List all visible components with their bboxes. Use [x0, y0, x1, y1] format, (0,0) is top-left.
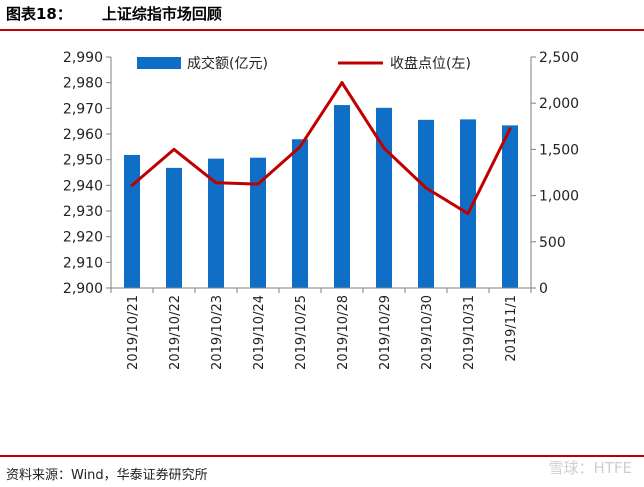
left-tick-label: 2,950 — [63, 153, 103, 169]
legend-label-bar: 成交额(亿元) — [187, 55, 268, 72]
x-tick-label: 2019/10/25 — [294, 295, 309, 370]
bar-3 — [208, 158, 224, 288]
left-tick-label: 2,900 — [63, 281, 103, 297]
bar-series — [124, 105, 518, 289]
bar-2 — [166, 167, 182, 288]
x-tick-label: 2019/10/21 — [126, 295, 141, 370]
close-point-5 — [298, 145, 302, 149]
legend: 成交额(亿元) 收盘点位(左) — [137, 55, 471, 72]
close-point-10 — [508, 127, 512, 131]
close-point-6 — [340, 81, 344, 85]
close-point-8 — [424, 186, 428, 190]
chart: 2,900 2,910 2,920 2,930 2,940 2,950 2,960 2,970… — [63, 50, 579, 370]
close-point-3 — [214, 181, 218, 185]
x-tick-label: 2019/10/29 — [378, 295, 393, 370]
left-tick-label: 2,980 — [63, 76, 103, 92]
source-note: 资料来源：Wind，华泰证券研究所 — [6, 468, 208, 483]
close-line — [130, 81, 512, 216]
bar-10 — [502, 125, 518, 288]
bar-4 — [250, 157, 266, 288]
left-tick-label: 2,990 — [63, 50, 103, 66]
bar-1 — [124, 154, 140, 288]
line-series — [130, 81, 512, 216]
right-tick-label: 2,000 — [539, 96, 579, 112]
left-tick-label: 2,970 — [63, 101, 103, 117]
left-tick-label: 2,930 — [63, 204, 103, 220]
figure-title-text: 上证综指市场回顾 — [101, 5, 222, 23]
axes: 2,900 2,910 2,920 2,930 2,940 2,950 2,960 2,970… — [63, 50, 579, 370]
close-point-2 — [172, 147, 176, 151]
figure-title: 图表18： 上证综指市场回顾 — [6, 1, 222, 27]
figure-label: 图表18： — [6, 5, 72, 23]
left-tick-label: 2,960 — [63, 127, 103, 143]
right-tick-label: 1,000 — [539, 189, 579, 205]
legend-label-line: 收盘点位(左) — [390, 55, 471, 72]
close-point-7 — [382, 146, 386, 150]
right-tick-label: 0 — [539, 281, 548, 297]
bar-9 — [460, 119, 476, 289]
bar-7 — [376, 107, 392, 288]
left-tick-label: 2,920 — [63, 230, 103, 246]
title-divider — [0, 29, 644, 31]
bar-8 — [418, 119, 434, 288]
footer-divider — [0, 455, 644, 457]
x-tick-label: 2019/10/28 — [336, 295, 351, 370]
bar-5 — [292, 139, 308, 288]
x-tick-label: 2019/11/1 — [504, 295, 519, 362]
watermark: 雪球：HTFE — [548, 459, 632, 477]
legend-swatch-bar — [137, 57, 181, 69]
x-tick-label: 2019/10/30 — [420, 295, 435, 370]
right-tick-label: 500 — [539, 235, 566, 251]
left-tick-label: 2,910 — [63, 255, 103, 271]
x-tick-label: 2019/10/31 — [462, 295, 477, 370]
close-point-4 — [256, 182, 260, 186]
x-tick-label: 2019/10/22 — [168, 295, 183, 370]
bar-6 — [334, 105, 350, 288]
right-tick-label: 2,500 — [539, 50, 579, 66]
x-tick-label: 2019/10/23 — [210, 295, 225, 370]
left-tick-label: 2,940 — [63, 178, 103, 194]
right-tick-label: 1,500 — [539, 142, 579, 158]
close-point-1 — [130, 183, 134, 187]
close-point-9 — [466, 212, 470, 216]
x-tick-label: 2019/10/24 — [252, 295, 267, 370]
